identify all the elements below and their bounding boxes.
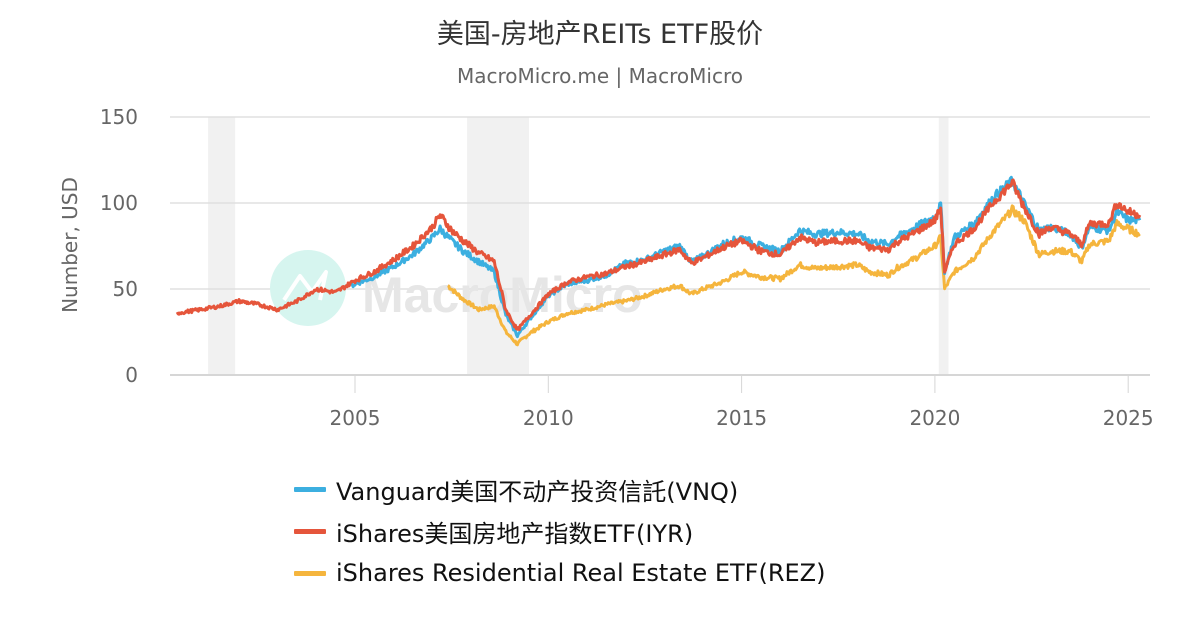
legend-label: iShares美国房地产指数ETF(IYR) [336, 519, 694, 548]
y-tick-label: 0 [125, 363, 138, 387]
legend-label: Vanguard美国不动产投资信託(VNQ) [336, 477, 739, 506]
recession-band [208, 117, 236, 375]
recession-bands [208, 117, 949, 375]
chart-subtitle: MacroMicro.me | MacroMicro [457, 64, 743, 88]
y-tick-label: 150 [100, 105, 138, 129]
x-tick-label: 2005 [330, 406, 381, 430]
recession-band [467, 117, 529, 375]
x-tick-label: 2010 [523, 406, 574, 430]
series-lines [175, 175, 1142, 347]
series-line-iyr [175, 178, 1142, 332]
chart-title: 美国-房地产REITs ETF股价 [436, 19, 764, 50]
legend-swatch-vnq-icon [294, 486, 326, 492]
x-tick-label: 2020 [909, 406, 960, 430]
legend-label: iShares Residential Real Estate ETF(REZ) [336, 559, 826, 587]
y-tick-label: 100 [100, 191, 138, 215]
y-tick-label: 50 [113, 277, 138, 301]
legend-swatch-rez-icon [294, 570, 326, 576]
x-tick-label: 2015 [716, 406, 767, 430]
x-tick-label: 2025 [1103, 406, 1154, 430]
gridlines [170, 116, 1150, 376]
series-line-rez [447, 204, 1141, 347]
legend-swatch-iyr-icon [294, 528, 326, 534]
legend-item-vnq[interactable]: Vanguard美国不动产投资信託(VNQ) [294, 468, 825, 510]
legend-item-rez[interactable]: iShares Residential Real Estate ETF(REZ) [294, 552, 825, 594]
x-axis: 2005 2010 2015 2020 2025 [330, 376, 1154, 430]
chart-legend: Vanguard美国不动产投资信託(VNQ) iShares美国房地产指数ETF… [294, 468, 825, 594]
series-line-vnq [350, 175, 1142, 339]
y-axis-ticks: 0 50 100 150 [100, 105, 138, 387]
legend-item-iyr[interactable]: iShares美国房地产指数ETF(IYR) [294, 510, 825, 552]
